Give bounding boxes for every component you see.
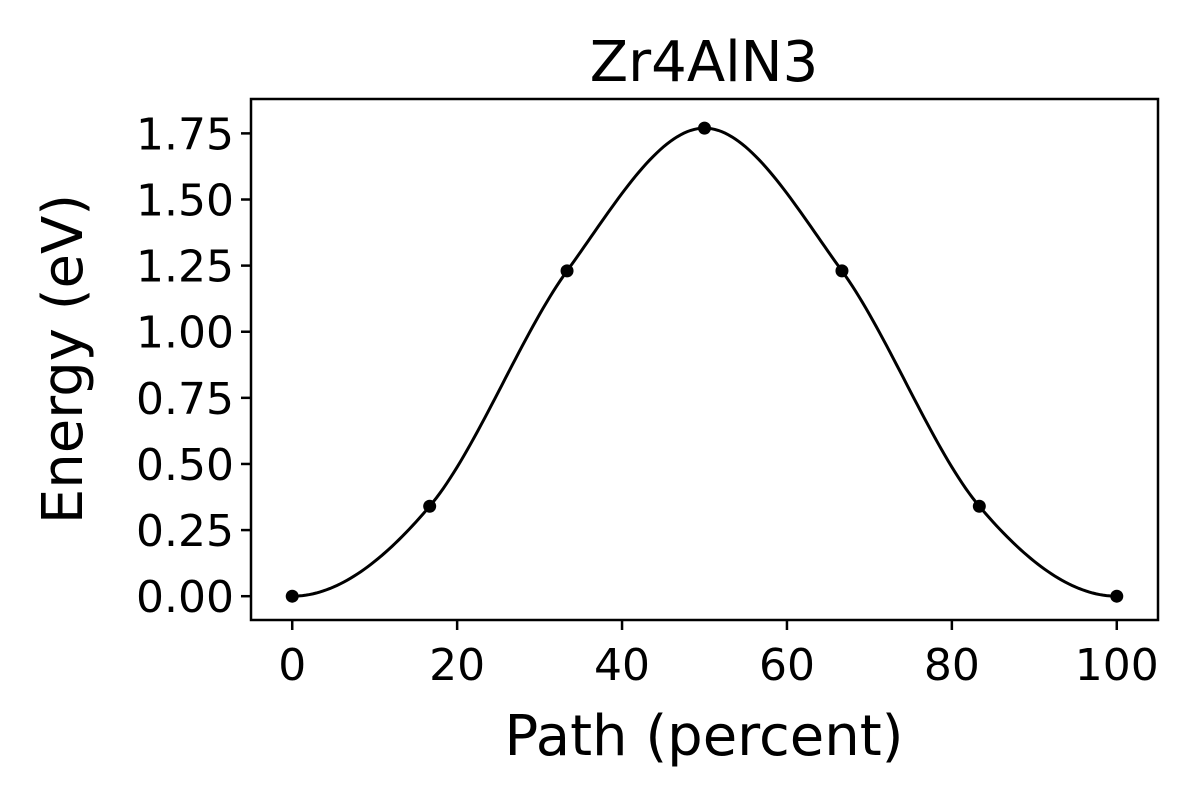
y-tick-label: 1.75 [136, 109, 234, 160]
x-tick-label: 20 [429, 640, 485, 691]
x-tick-label: 80 [924, 640, 980, 691]
data-point [560, 264, 574, 278]
y-tick-label: 0.50 [136, 440, 234, 491]
curve-layer [292, 126, 1117, 598]
y-axis-title: Energy (eV) [31, 194, 96, 524]
y-tick-label: 1.50 [136, 175, 234, 226]
y-tick-label: 1.00 [136, 308, 234, 359]
plot-frame [249, 97, 1160, 622]
y-tick-label: 0.75 [136, 374, 234, 425]
data-point [972, 499, 986, 513]
data-point [1110, 589, 1124, 603]
y-axis-ticks: 0.00 0.25 0.50 0.75 1.00 1.25 1.50 1.75 [136, 109, 251, 623]
y-tick-label: 0.25 [136, 506, 234, 557]
x-axis-title: Path (percent) [505, 704, 904, 769]
data-point [698, 121, 711, 135]
points-layer [285, 121, 1124, 603]
x-tick-label: 0 [278, 640, 306, 691]
chart-title: Zr4AlN3 [590, 30, 818, 95]
x-tick-label: 40 [594, 640, 650, 691]
data-point [423, 499, 437, 513]
energy-curve [292, 126, 1117, 598]
x-axis-ticks: 0 20 40 60 80 100 [278, 620, 1159, 691]
x-tick-label: 100 [1075, 640, 1159, 691]
y-tick-label: 0.00 [136, 572, 234, 623]
data-point [285, 589, 299, 603]
y-tick-label: 1.25 [136, 242, 234, 293]
x-tick-label: 60 [759, 640, 815, 691]
data-point [835, 264, 849, 278]
